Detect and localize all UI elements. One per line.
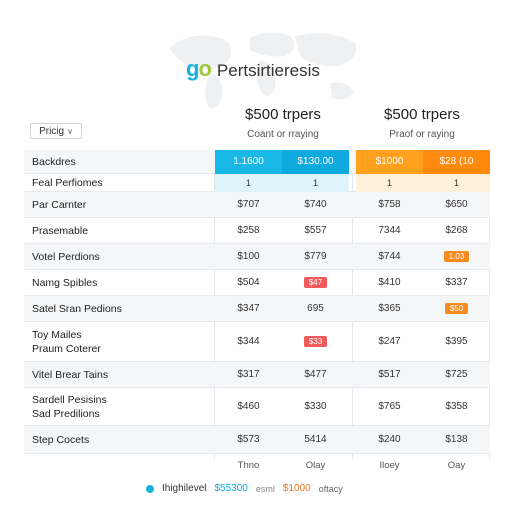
table-cell: $477 bbox=[304, 369, 327, 380]
table-cell: $365 bbox=[378, 303, 401, 314]
table-cell: $740 bbox=[304, 199, 327, 210]
plan-subtitle: Praof or raying bbox=[389, 129, 455, 140]
legend-blue-price: $55300 bbox=[214, 483, 248, 494]
row-label: Par Carnter bbox=[32, 198, 87, 211]
table-sub-row: Feal Perfiomes 1 1 1 1 bbox=[24, 173, 490, 192]
table-cell: $460 bbox=[237, 401, 260, 412]
row-label: Prasemable bbox=[32, 224, 89, 237]
row-label: Toy Mailes Praum Coterer bbox=[32, 328, 101, 355]
footer-column-labels: Thno Olay Iloey Oay bbox=[215, 460, 490, 471]
footer-label: Thno bbox=[237, 460, 260, 471]
table-cell: $100 bbox=[237, 251, 260, 262]
table-cell: $347 bbox=[237, 303, 260, 314]
table-cell: $358 bbox=[445, 401, 468, 412]
legend-orange-note: oftacy bbox=[318, 483, 343, 494]
footer-label: Iloey bbox=[379, 460, 400, 471]
pricing-dropdown[interactable]: Pricig ∨ bbox=[30, 123, 82, 139]
table-cell: $758 bbox=[378, 199, 401, 210]
row-label: Sardell Pesisins Sad Predilions bbox=[32, 393, 107, 420]
table-header-row: Backdres 1.1600 $130.00 $1000 $28 (10 bbox=[24, 149, 490, 174]
plan-header-blue: $500 trpers Coant or rraying bbox=[213, 106, 353, 140]
table-row: Vitel Brear Tains $317 $477 $517 $725 bbox=[24, 362, 490, 388]
table-cell: $337 bbox=[445, 277, 468, 288]
table-row: Namg Spibles $504 $47 $410 $337 bbox=[24, 270, 490, 296]
world-map-background bbox=[170, 32, 356, 109]
plan-price: $500 trpers bbox=[245, 106, 321, 123]
table-cell: 1 bbox=[215, 173, 282, 192]
table-row: Step Cocets $573 5414 $240 $138 bbox=[24, 426, 490, 454]
table-cell: $258 bbox=[237, 225, 260, 236]
row-label: Votel Perdions bbox=[32, 250, 100, 263]
row-label: Vitel Brear Tains bbox=[32, 368, 109, 381]
plan-price: $500 trpers bbox=[384, 106, 460, 123]
table-cell: $138 bbox=[445, 434, 468, 445]
legend: Ihighilevel $55300 esml $1000 oftacy bbox=[146, 483, 343, 494]
pricing-dropdown-label: Pricig bbox=[39, 125, 65, 137]
table-row: Toy Mailes Praum Coterer $344 $33 $247 $… bbox=[24, 322, 490, 362]
table-row: Sardell Pesisins Sad Predilions $460 $33… bbox=[24, 388, 490, 426]
table-row: Prasemable $258 $557 7344 $268 bbox=[24, 218, 490, 244]
row-label: Backdres bbox=[32, 155, 76, 168]
plan-subtitle: Coant or rraying bbox=[247, 129, 319, 140]
table-cell: $650 bbox=[445, 199, 468, 210]
brand-header: go Pertsirtieresis bbox=[186, 56, 320, 82]
header-cell[interactable]: $130.00 bbox=[282, 149, 349, 174]
footer-label: Olay bbox=[305, 460, 326, 471]
footer-label: Oay bbox=[447, 460, 466, 471]
table-cell: $344 bbox=[237, 336, 260, 347]
price-badge: 1.03 bbox=[443, 251, 470, 262]
legend-blue-note: esml bbox=[255, 483, 275, 494]
header-cell[interactable]: $28 (10 bbox=[423, 149, 490, 174]
table-cell: $395 bbox=[445, 336, 468, 347]
row-label: Feal Perfiomes bbox=[32, 176, 103, 189]
header-cell[interactable]: $1000 bbox=[356, 149, 423, 174]
table-cell: $573 bbox=[237, 434, 260, 445]
table-cell: $779 bbox=[304, 251, 327, 262]
price-badge: $33 bbox=[303, 336, 328, 347]
row-label: Step Cocets bbox=[32, 433, 90, 446]
table-cell: $410 bbox=[378, 277, 401, 288]
table-cell: $744 bbox=[378, 251, 401, 262]
table-cell: $247 bbox=[378, 336, 401, 347]
table-cell: 1 bbox=[356, 173, 423, 192]
table-cell: $504 bbox=[237, 277, 260, 288]
legend-highlight: Ihighilevel bbox=[162, 483, 207, 494]
table-row: Par Carnter $707 $740 $758 $650 bbox=[24, 192, 490, 218]
table-cell: 7344 bbox=[378, 225, 401, 236]
table-cell: $240 bbox=[378, 434, 401, 445]
page-title: Pertsirtieresis bbox=[216, 61, 320, 80]
pricing-table: Backdres 1.1600 $130.00 $1000 $28 (10 Fe… bbox=[24, 149, 490, 454]
table-cell: 1 bbox=[423, 173, 490, 192]
plan-header-orange: $500 trpers Praof or raying bbox=[352, 106, 492, 140]
table-cell: 695 bbox=[307, 303, 324, 314]
table-cell: 5414 bbox=[304, 434, 327, 445]
row-label: Namg Spibles bbox=[32, 276, 98, 289]
table-cell: $268 bbox=[445, 225, 468, 236]
price-badge: $50 bbox=[444, 303, 469, 314]
legend-orange-price: $1000 bbox=[282, 483, 311, 494]
legend-dot-icon bbox=[146, 484, 154, 493]
chevron-down-icon: ∨ bbox=[67, 126, 73, 136]
price-badge: $47 bbox=[303, 277, 328, 288]
table-row: Votel Perdions $100 $779 $744 1.03 bbox=[24, 244, 490, 270]
header-cell[interactable]: 1.1600 bbox=[215, 149, 282, 174]
table-cell: $330 bbox=[304, 401, 327, 412]
brand-logo: go bbox=[186, 56, 212, 81]
table-cell: $317 bbox=[237, 369, 260, 380]
table-cell: $707 bbox=[237, 199, 260, 210]
table-cell: $725 bbox=[445, 369, 468, 380]
table-row: Satel Sran Pedions $347 695 $365 $50 bbox=[24, 296, 490, 322]
table-cell: 1 bbox=[282, 173, 349, 192]
row-label: Satel Sran Pedions bbox=[32, 302, 122, 315]
table-cell: $557 bbox=[304, 225, 327, 236]
table-cell: $765 bbox=[378, 401, 401, 412]
table-cell: $517 bbox=[378, 369, 401, 380]
